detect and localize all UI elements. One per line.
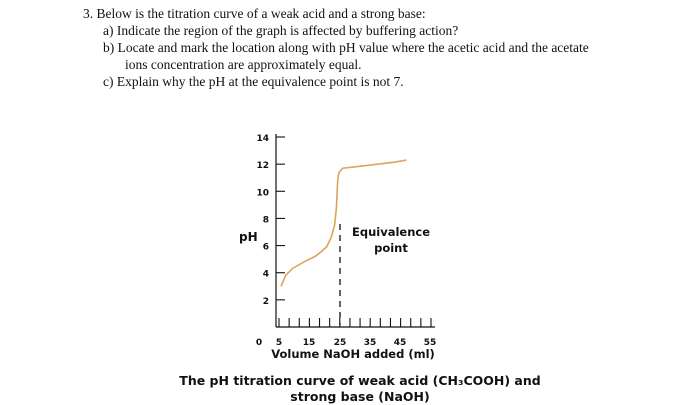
question-part-a: a) Indicate the region of the graph is a… [103,23,459,38]
question-title: 3. Below is the titration curve of a wea… [83,6,426,21]
x-tick-label-35: 35 [364,338,377,348]
question-part-c: c) Explain why the pH at the equivalence… [103,74,404,89]
y-axis: 14 12 10 8 6 4 2 0 [256,134,285,348]
equivalence-label-line1: Equivalence [352,225,430,239]
x-tick-label-45: 45 [394,338,407,348]
y-tick-label-10: 10 [256,188,269,198]
y-tick-label-0: 0 [256,338,262,348]
x-axis: 5 15 25 35 45 55 [276,318,436,348]
x-tick-label-15: 15 [303,338,316,348]
y-tick-label-4: 4 [263,270,269,280]
y-tick-label-8: 8 [263,215,269,225]
titration-curve [280,159,407,287]
x-tick-label-5: 5 [276,338,282,348]
y-tick-label-14: 14 [256,134,269,144]
equivalence-label-line2: point [374,241,408,255]
x-axis-label: Volume NaOH added (ml) [271,347,435,361]
y-tick-label-2: 2 [263,297,269,307]
question-part-b-line1: b) Locate and mark the location along wi… [103,40,589,55]
figure-caption-line1: The pH titration curve of weak acid (CH₃… [179,373,541,388]
y-tick-label-12: 12 [256,161,269,171]
x-tick-label-55: 55 [424,338,437,348]
figure-caption-line2: strong base (NaOH) [290,389,430,404]
y-axis-label: pH [239,230,258,244]
question-part-b-line2: ions concentration are approximately equ… [125,57,362,72]
y-tick-label-6: 6 [263,243,269,253]
x-tick-label-25: 25 [334,338,347,348]
